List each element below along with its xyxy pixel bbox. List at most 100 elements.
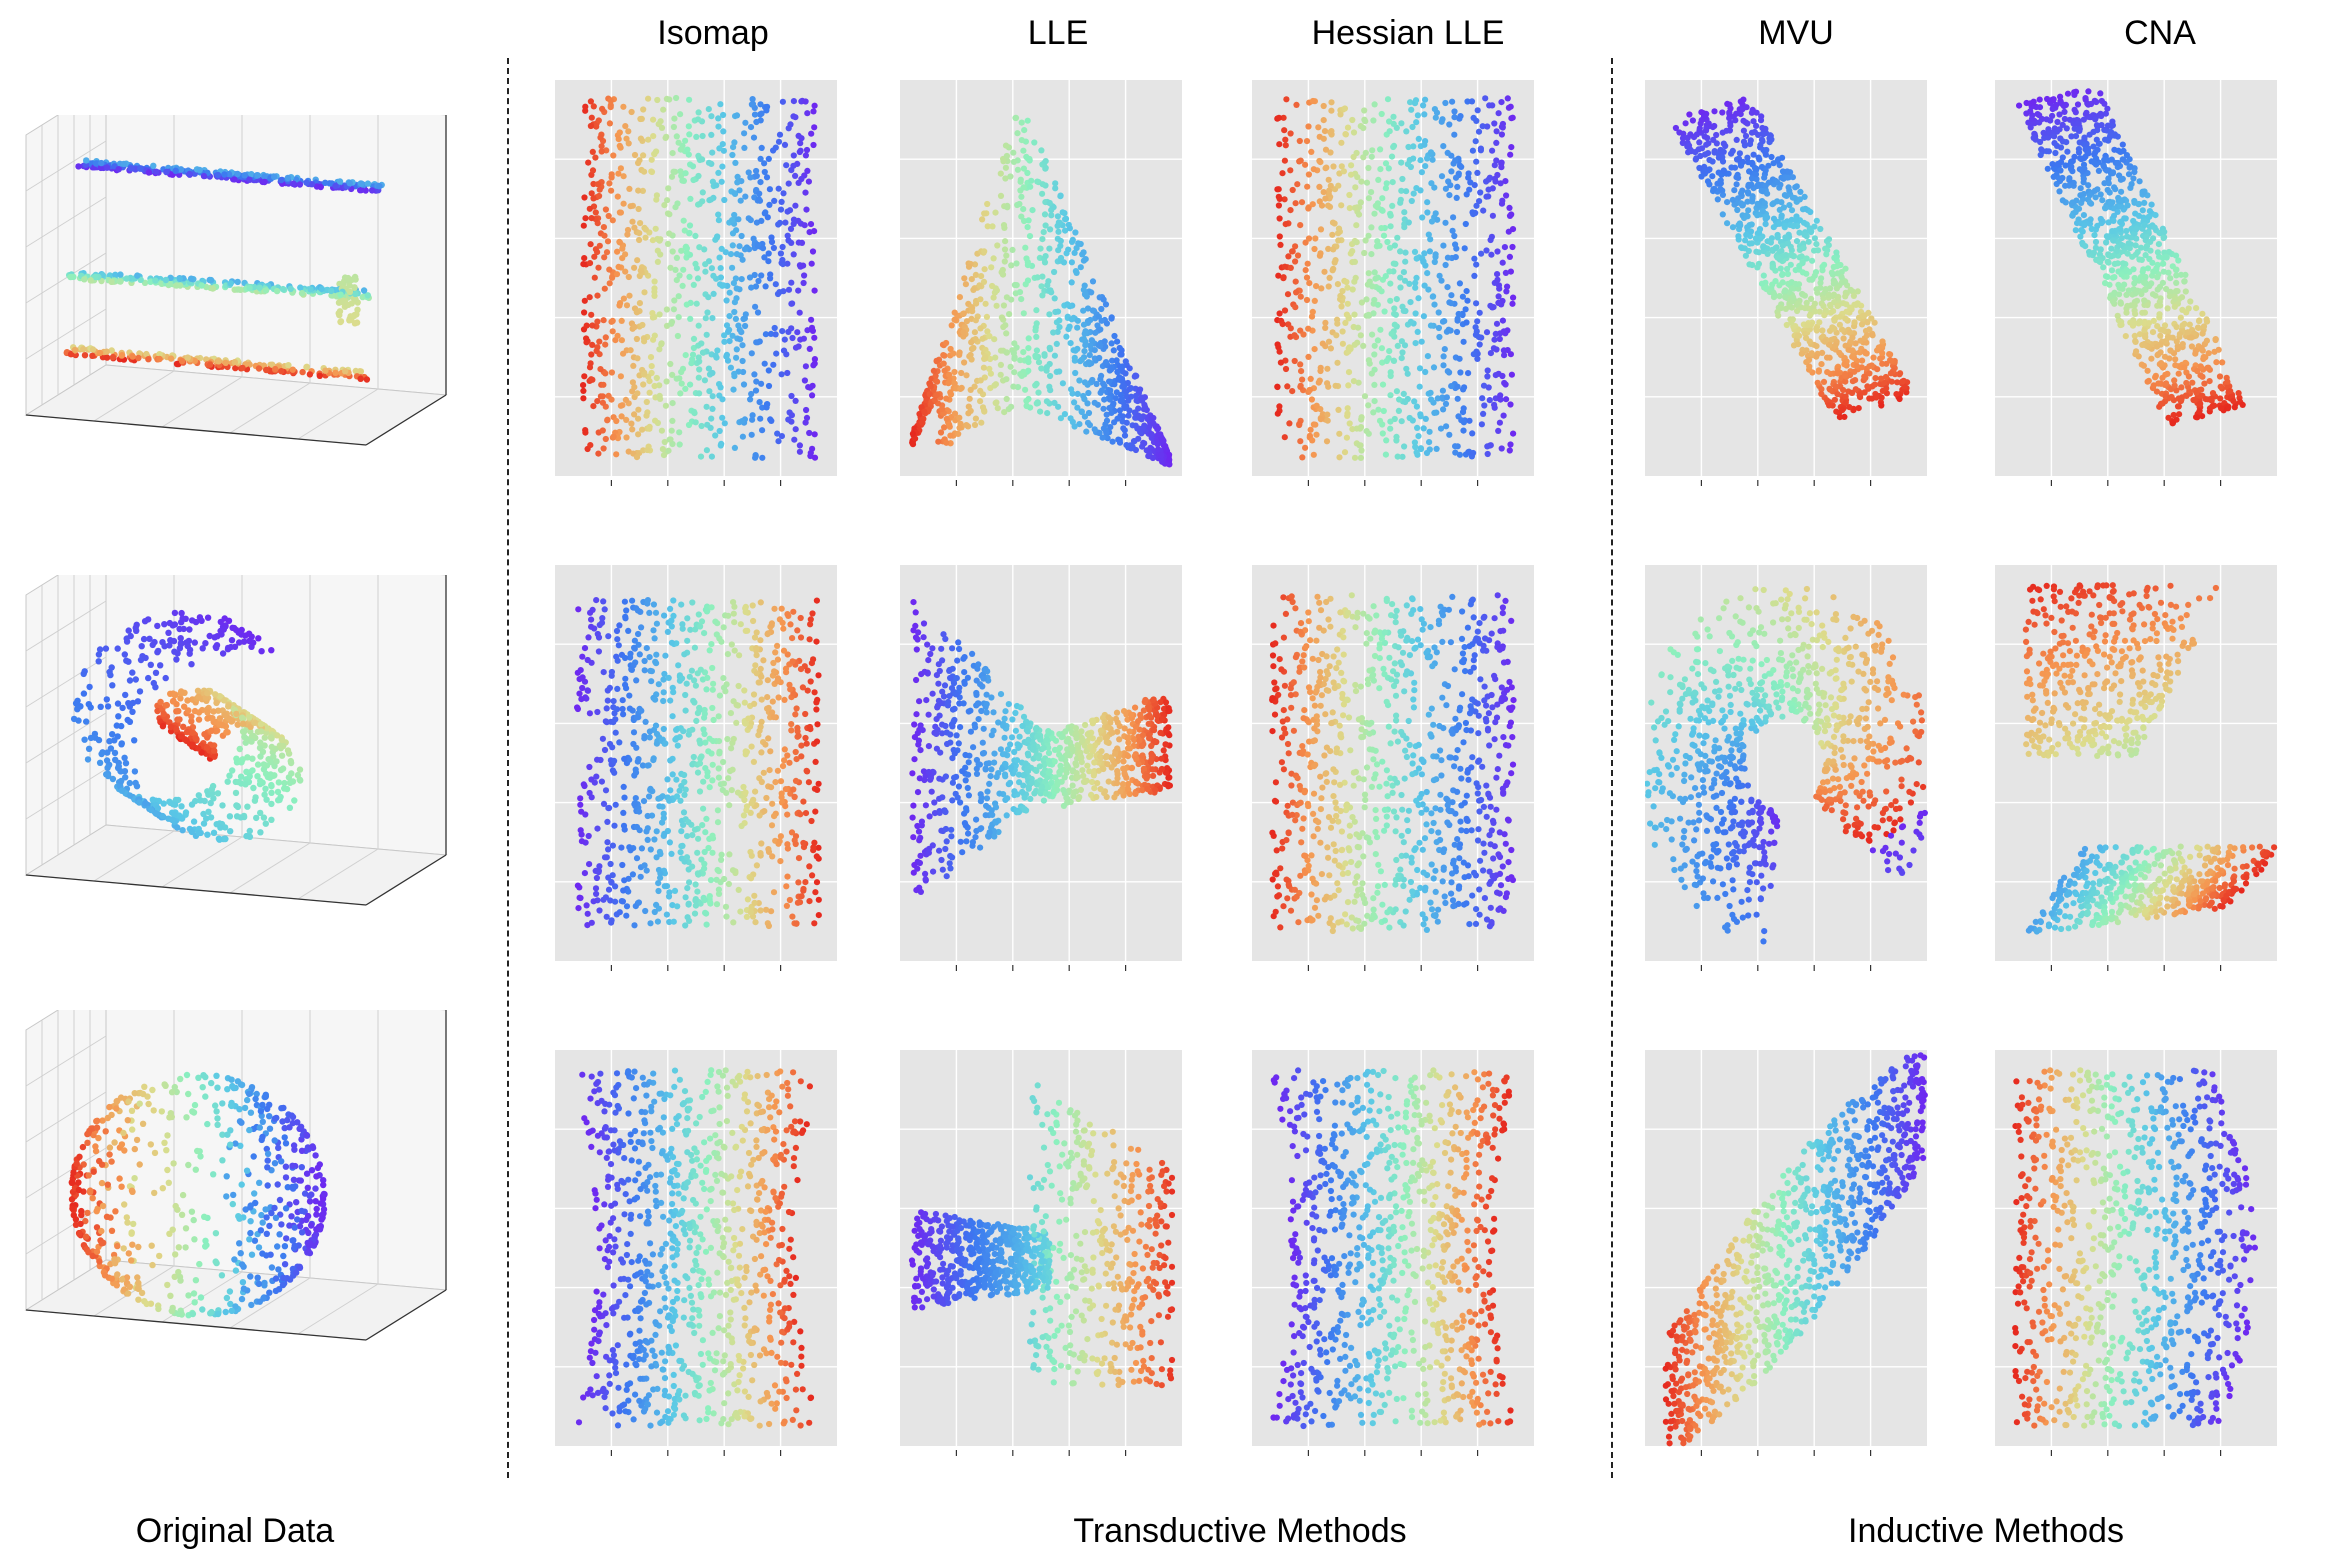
data-point [1126,407,1133,414]
data-point [637,135,644,142]
data-point [272,1214,280,1221]
data-point [201,731,208,738]
data-point [1351,311,1358,318]
data-point [167,637,174,644]
data-point [1415,433,1422,440]
data-point [128,1187,136,1194]
data-point [965,410,972,417]
axis-pane [25,544,107,876]
data-point [1088,289,1095,296]
data-point [606,280,613,287]
data-point [809,248,817,255]
data-point [721,196,728,204]
data-point [286,804,294,811]
data-point [1465,170,1472,177]
data-point [1088,337,1095,344]
data-point [265,756,272,763]
data-point [232,1140,239,1147]
data-point [337,318,345,325]
data-point [1418,338,1425,345]
data-point [1287,167,1294,174]
data-point [75,1179,82,1186]
data-point [678,380,685,387]
data-point [1066,225,1073,232]
data-point [597,366,604,373]
data-point [1504,283,1511,290]
data-point [1787,261,1794,268]
data-point [1316,198,1323,205]
data-point [1106,404,1113,412]
data-point [1052,180,1059,187]
data-point [613,451,620,458]
data-point [1360,124,1367,132]
data-point [166,1114,173,1121]
data-point [1335,237,1342,244]
data-point [194,687,202,694]
data-point [781,336,788,343]
data-point [188,828,195,836]
data-point [592,154,599,161]
grid-line [25,656,107,708]
data-point [809,445,816,452]
data-point [636,236,643,244]
data-point [1091,426,1098,433]
data-point [117,271,124,278]
data-point [622,268,629,275]
data-point [111,737,118,744]
data-point [595,450,602,457]
data-point [599,393,606,400]
data-point [615,263,622,270]
data-point [1018,137,1025,144]
data-point [1276,233,1283,240]
data-point [248,1301,255,1309]
data-point [1017,176,1024,183]
data-point [1403,365,1410,372]
data-point [750,134,758,141]
data-point [716,427,723,435]
data-point [163,168,170,175]
data-point [109,353,117,361]
data-point [753,118,760,126]
data-point [266,1125,274,1132]
data-point [202,1093,209,1100]
scatter-swiss-roll-lle [900,80,1188,490]
data-point [1365,270,1372,277]
data-point [1068,259,1075,266]
data-point [807,221,815,228]
data-point [682,352,689,359]
grid-line [229,1277,311,1329]
grid-line [25,1035,107,1087]
data-point [714,347,721,354]
data-point [290,1176,298,1183]
plot-3d-area [24,544,448,906]
data-point [352,367,359,375]
data-point [1420,102,1427,109]
data-point [1436,333,1443,341]
data-point [1022,386,1029,393]
data-point [939,405,946,412]
data-point [751,271,758,279]
data-point [935,438,942,445]
data-point [1419,214,1426,221]
data-point [1292,304,1299,311]
data-point [207,276,215,284]
data-point [1434,216,1441,223]
data-point [733,251,740,258]
data-point [590,103,597,110]
data-point [1126,365,1133,372]
data-point [608,174,615,181]
original-data-plot-spiral [8,544,478,980]
group-label-transductive: Transductive Methods [1073,1512,1407,1550]
data-point [125,627,132,634]
data-point [288,1112,295,1119]
data-point [606,180,613,187]
data-point [662,402,669,409]
data-point [639,426,646,433]
data-point [1051,268,1058,276]
data-point [1401,443,1408,450]
data-point [246,714,253,721]
data-point [951,309,958,316]
data-point [171,1083,178,1091]
data-point [116,1175,123,1182]
data-point [978,273,985,280]
